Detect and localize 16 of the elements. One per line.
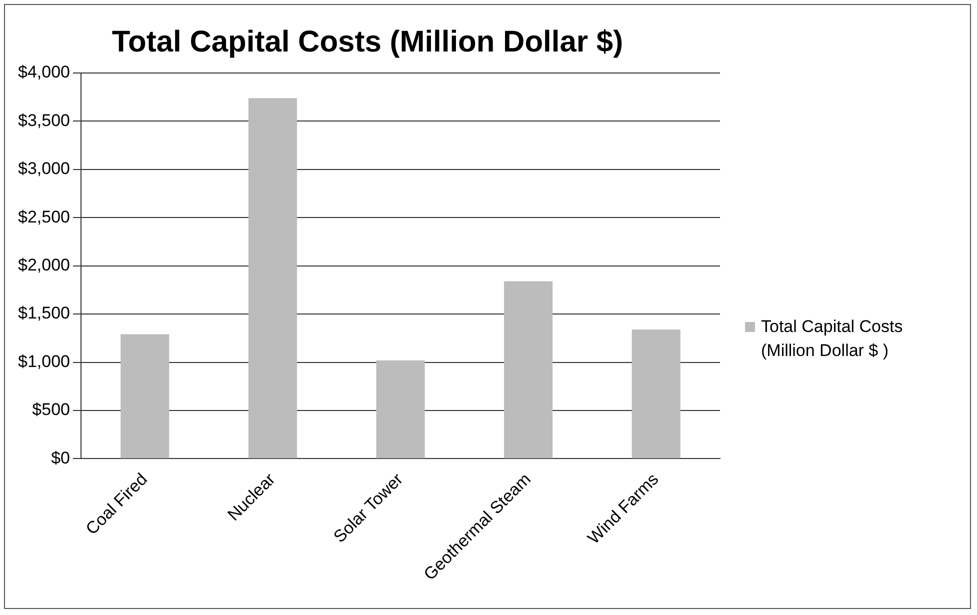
y-tick-label: $4,000 [18,62,70,82]
y-tick-label: $3,500 [18,110,70,130]
bar [248,98,297,458]
y-tick-label: $1,000 [18,352,70,371]
y-tick-label: $0 [51,448,70,468]
bar [120,334,170,458]
y-tick-label: $500 [32,400,70,420]
y-tick-label: $2,000 [18,256,70,275]
bar [632,329,680,458]
y-tick-label: $3,000 [18,159,70,178]
bar [376,360,425,458]
bar [504,281,553,458]
legend-label: Total Capital Costs (Million Dollar $ ) [761,316,904,362]
chart-title: Total Capital Costs (Million Dollar $) [112,25,624,58]
y-tick-label: $1,500 [18,304,70,323]
y-tick-label: $2,500 [18,207,70,226]
